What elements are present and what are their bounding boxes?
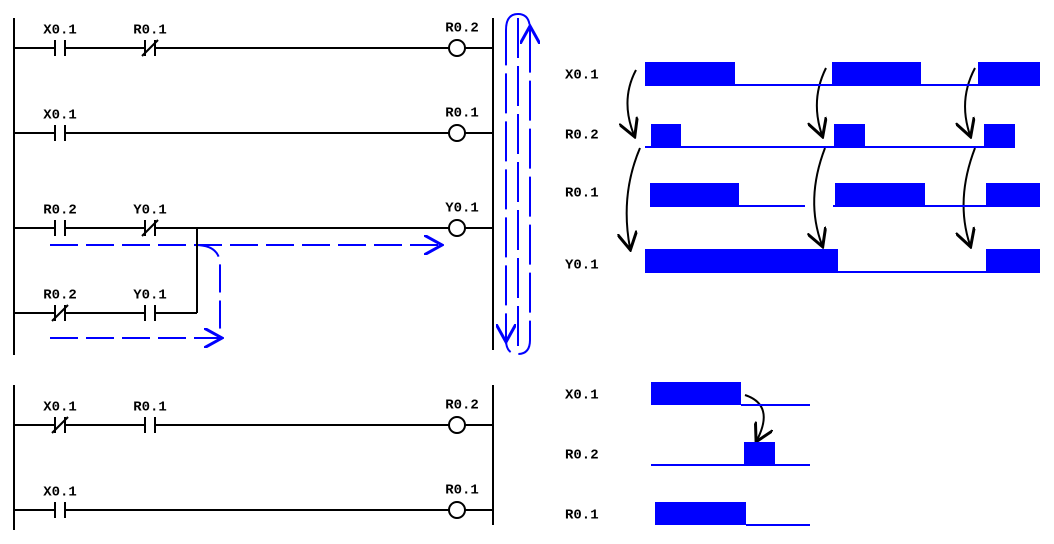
nc-slash: [51, 416, 69, 434]
timing-arrows: [627, 67, 976, 440]
contact-label: R0.2: [43, 288, 77, 304]
coil-label: R0.1: [445, 483, 479, 499]
signal-label: R0.1: [565, 508, 599, 524]
coil: [448, 219, 466, 237]
contact-label: R0.1: [133, 23, 167, 39]
contact-label: R0.1: [133, 400, 167, 416]
contact-label: X0.1: [43, 400, 77, 416]
signal-label: X0.1: [565, 68, 599, 84]
contact-label: X0.1: [43, 23, 77, 39]
coil: [448, 501, 466, 519]
signal-label: R0.1: [565, 186, 599, 202]
signal-label: Y0.1: [565, 258, 599, 274]
coil: [448, 416, 466, 434]
coil-label: R0.2: [445, 21, 479, 37]
signal-label: R0.2: [565, 448, 599, 464]
coil-label: R0.1: [445, 106, 479, 122]
signal-label: X0.1: [565, 388, 599, 404]
nc-slash: [141, 39, 159, 57]
contact-label: X0.1: [43, 108, 77, 124]
scan-loop: [505, 12, 531, 356]
coil: [448, 124, 466, 142]
timing-baselines: [645, 84, 1040, 526]
flow-arrow: [194, 244, 223, 336]
nc-slash: [141, 219, 159, 237]
nc-slash: [51, 304, 69, 322]
coil-label: Y0.1: [445, 201, 479, 217]
contact-label: R0.2: [43, 203, 77, 219]
signal-label: R0.2: [565, 128, 599, 144]
timing-waves: [645, 62, 1040, 525]
contact-label: Y0.1: [133, 203, 167, 219]
contact-label: Y0.1: [133, 288, 167, 304]
contact-label: X0.1: [43, 485, 77, 501]
coil-label: R0.2: [445, 398, 479, 414]
coil: [448, 39, 466, 57]
